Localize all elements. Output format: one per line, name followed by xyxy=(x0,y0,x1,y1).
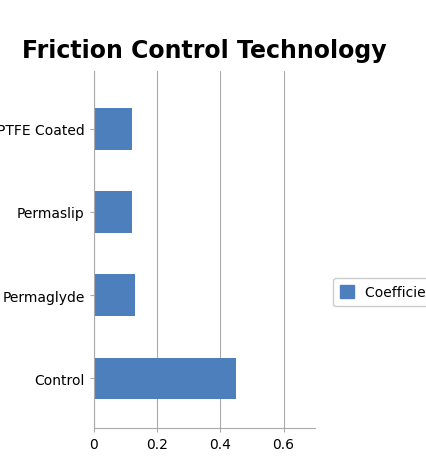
Bar xyxy=(94,192,132,233)
Title: Friction Control Technology: Friction Control Technology xyxy=(22,39,387,62)
Bar xyxy=(94,275,135,317)
Bar xyxy=(94,109,132,150)
Bar xyxy=(94,358,236,399)
Legend: Coefficient of Friction: Coefficient of Friction xyxy=(333,279,426,307)
